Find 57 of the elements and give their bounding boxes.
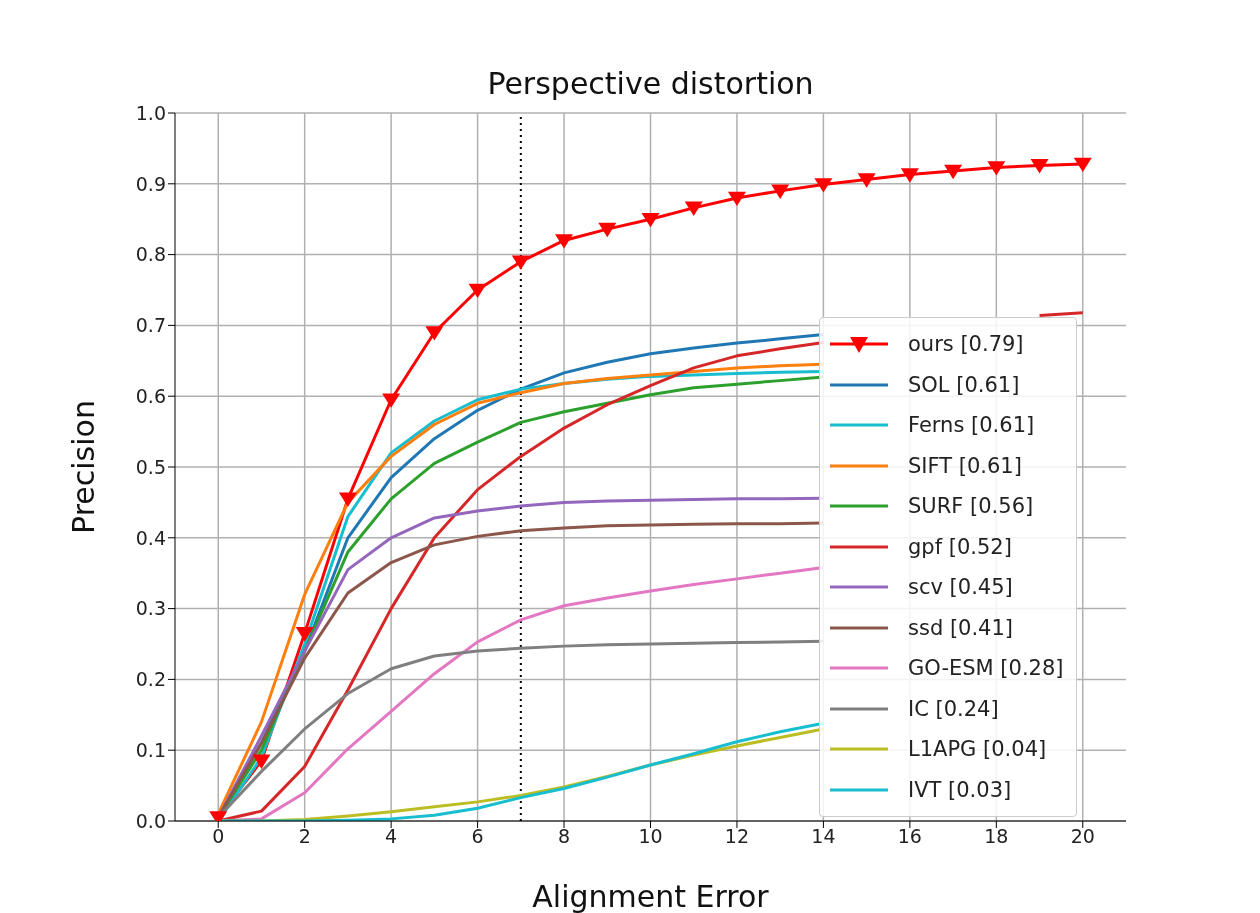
x-tick-label: 8 <box>558 825 571 848</box>
x-tick-label: 6 <box>471 825 484 848</box>
point <box>684 201 703 216</box>
legend-label: SOL [0.61] <box>908 372 1020 397</box>
point <box>252 754 271 769</box>
legend-label: scv [0.45] <box>908 575 1013 600</box>
y-tick-label: 0.1 <box>135 738 166 761</box>
legend-label: SIFT [0.61] <box>908 453 1022 478</box>
x-axis-title: Alignment Error <box>532 879 770 913</box>
point <box>727 191 746 207</box>
point <box>555 234 574 249</box>
x-tick-label: 2 <box>298 825 311 848</box>
legend-label: IC [0.24] <box>908 696 999 721</box>
y-tick-label: 0.7 <box>135 314 166 337</box>
y-tick-label: 0.8 <box>135 243 166 266</box>
y-tick-label: 0.6 <box>135 384 166 407</box>
x-tick-label: 4 <box>385 825 398 848</box>
y-tick-label: 0.5 <box>135 455 166 478</box>
point <box>468 283 487 299</box>
legend-label: GO-ESM [0.28] <box>908 656 1064 681</box>
point <box>987 161 1006 176</box>
point <box>944 164 963 180</box>
y-tick-label: 0.2 <box>135 668 166 691</box>
legend-label: ssd [0.41] <box>908 615 1014 640</box>
chart-title: Perspective distortion <box>486 66 815 101</box>
y-tick-label: 0.9 <box>135 172 166 195</box>
x-tick-label: 10 <box>638 825 663 848</box>
y-tick-label: 0.0 <box>135 809 166 832</box>
point <box>641 212 660 228</box>
legend-label: SURF [0.56] <box>908 494 1034 519</box>
legend-label: IVT [0.03] <box>908 777 1012 802</box>
point <box>425 326 444 341</box>
x-tick-label: 12 <box>724 825 750 848</box>
point <box>857 173 876 188</box>
x-tick-label: 16 <box>897 825 922 848</box>
point <box>1073 157 1092 173</box>
y-tick-label: 0.4 <box>135 526 166 549</box>
point <box>598 222 617 238</box>
x-tick-label: 0 <box>212 825 225 848</box>
legend-label: Ferns [0.61] <box>908 413 1035 438</box>
legend-label: ours [0.79] <box>908 332 1024 357</box>
legend-label: L1APG [0.04] <box>908 737 1047 762</box>
point <box>295 627 314 642</box>
point <box>382 393 401 408</box>
point <box>338 492 357 507</box>
x-tick-label: 14 <box>811 825 836 848</box>
y-tick-label: 1.0 <box>135 101 166 124</box>
point <box>900 168 919 183</box>
x-tick-label: 18 <box>984 825 1009 848</box>
point <box>1030 159 1049 174</box>
point <box>771 184 790 199</box>
point <box>511 255 530 270</box>
legend-label: gpf [0.52] <box>908 534 1012 559</box>
point <box>814 178 833 193</box>
y-axis-title: Precision <box>65 400 101 534</box>
y-tick-label: 0.3 <box>135 597 166 620</box>
x-tick-label: 20 <box>1070 825 1095 848</box>
